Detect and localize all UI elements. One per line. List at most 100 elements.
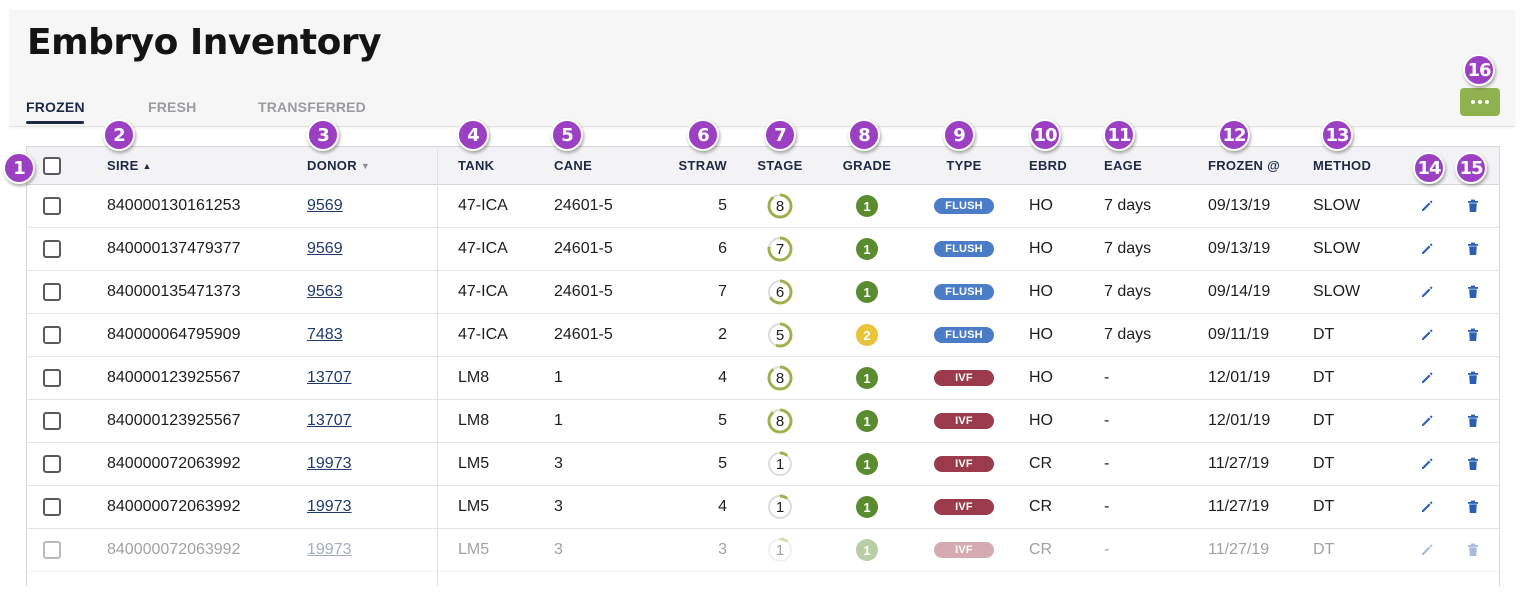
callout-marker: 4 — [457, 119, 489, 151]
delete-button[interactable] — [1467, 185, 1479, 227]
row-checkbox[interactable] — [43, 455, 61, 473]
select-all-checkbox[interactable] — [43, 156, 61, 175]
edit-button[interactable] — [1420, 400, 1434, 442]
stage-value: 7 — [775, 240, 785, 258]
column-header-eage[interactable]: EAGE — [1104, 158, 1143, 173]
cane-cell: 3 — [554, 541, 563, 558]
column-header-tank[interactable]: TANK — [458, 158, 495, 173]
tab-transferred[interactable]: TRANSFERRED — [258, 99, 366, 115]
table-row[interactable]: 840000135471373 9563 47-ICA 24601-5 7 6 1 FLUSH… — [27, 271, 1499, 314]
row-checkbox[interactable] — [43, 412, 61, 430]
delete-button[interactable] — [1467, 529, 1479, 571]
donor-link[interactable]: 13707 — [307, 412, 352, 429]
pencil-icon — [1422, 243, 1433, 254]
type-badge: IVF — [934, 499, 994, 515]
row-checkbox[interactable] — [43, 541, 61, 559]
stage-ring: 1 — [767, 451, 793, 477]
type-badge: FLUSH — [934, 241, 994, 257]
trash-icon — [1468, 371, 1478, 384]
type-badge: IVF — [934, 413, 994, 429]
edit-button[interactable] — [1420, 228, 1434, 270]
row-checkbox[interactable] — [43, 498, 61, 516]
grade-cell: 1 — [832, 271, 902, 313]
column-header-stage[interactable]: STAGE — [757, 158, 803, 173]
trash-icon — [1468, 199, 1478, 212]
column-header-donor[interactable]: DONOR ▼ — [307, 158, 371, 173]
delete-button[interactable] — [1467, 271, 1479, 313]
edit-button[interactable] — [1420, 271, 1434, 313]
type-cell: FLUSH — [934, 228, 994, 270]
edit-button[interactable] — [1420, 529, 1434, 571]
table-row[interactable]: 840000123925567 13707 LM8 1 4 8 1 IVF HO - 12/01/1… — [27, 357, 1499, 400]
column-header-frozen[interactable]: FROZEN @ — [1208, 158, 1281, 173]
table-row[interactable]: 840000072063992 19973 LM5 3 5 1 1 IVF CR - 11/27/1… — [27, 443, 1499, 486]
delete-button[interactable] — [1467, 486, 1479, 528]
edit-button[interactable] — [1420, 443, 1434, 485]
stage-cell: 7 — [750, 228, 810, 270]
stage-progress-ring — [767, 451, 793, 477]
tab-fresh[interactable]: FRESH — [148, 99, 197, 115]
donor-link[interactable]: 7483 — [307, 326, 343, 343]
edit-button[interactable] — [1420, 185, 1434, 227]
column-header-grade[interactable]: GRADE — [842, 158, 892, 173]
delete-button[interactable] — [1467, 314, 1479, 356]
row-checkbox[interactable] — [43, 283, 61, 301]
donor-link[interactable]: 13707 — [307, 369, 352, 386]
method-cell: DT — [1313, 455, 1335, 472]
donor-link[interactable]: 19973 — [307, 455, 352, 472]
type-cell: IVF — [934, 443, 994, 485]
delete-button[interactable] — [1467, 443, 1479, 485]
table-row[interactable]: 840000130161253 9569 47-ICA 24601-5 5 8 1 FLUSH… — [27, 185, 1499, 228]
table-row[interactable]: 840000072063992 19973 LM5 3 3 1 1 IVF CR - 11/27/1… — [27, 529, 1499, 572]
callout-marker: 13 — [1321, 119, 1353, 151]
tank-cell: LM5 — [458, 541, 490, 558]
delete-button[interactable] — [1467, 228, 1479, 270]
table-row[interactable]: 840000064795909 7483 47-ICA 24601-5 2 5 2 FLUSH… — [27, 314, 1499, 357]
embryo-table: SIRE ▲ DONOR ▼ TANK CANE STRAW STAGE GRADE… — [26, 146, 1500, 586]
row-checkbox[interactable] — [43, 240, 61, 258]
pencil-icon — [1422, 501, 1433, 512]
stage-cell: 1 — [750, 529, 810, 571]
column-header-sire[interactable]: SIRE ▲ — [107, 158, 152, 173]
table-row[interactable]: 840000137479377 9569 47-ICA 24601-5 6 7 1 FLUSH… — [27, 228, 1499, 271]
donor-link[interactable]: 19973 — [307, 541, 352, 558]
row-checkbox[interactable] — [43, 369, 61, 387]
more-options-button[interactable] — [1460, 88, 1500, 116]
grade-cell: 1 — [832, 486, 902, 528]
donor-link[interactable]: 9569 — [307, 240, 343, 257]
ebrd-cell: HO — [1029, 197, 1053, 214]
edit-button[interactable] — [1420, 357, 1434, 399]
donor-link[interactable]: 9563 — [307, 283, 343, 300]
stage-cell: 5 — [750, 314, 810, 356]
callout-marker: 6 — [687, 119, 719, 151]
column-header-ebrd[interactable]: EBRD — [1029, 158, 1068, 173]
tank-cell: 47-ICA — [458, 240, 508, 257]
column-header-method[interactable]: METHOD — [1313, 158, 1372, 173]
table-row[interactable]: 840000072063992 19973 LM5 3 4 1 1 IVF CR - 11/27/1… — [27, 486, 1499, 529]
donor-link[interactable]: 19973 — [307, 498, 352, 515]
edit-button[interactable] — [1420, 486, 1434, 528]
stage-progress-ring — [767, 322, 793, 348]
stage-progress-ring — [767, 279, 793, 305]
row-checkbox[interactable] — [43, 326, 61, 344]
column-header-cane[interactable]: CANE — [554, 158, 593, 173]
column-header-straw[interactable]: STRAW — [678, 158, 727, 173]
straw-cell: 7 — [718, 283, 727, 300]
grade-badge: 2 — [856, 324, 878, 346]
delete-button[interactable] — [1467, 400, 1479, 442]
column-header-type[interactable]: TYPE — [946, 158, 982, 173]
type-badge: FLUSH — [934, 327, 994, 343]
straw-cell: 5 — [718, 412, 727, 429]
column-divider — [437, 147, 438, 586]
table-row[interactable]: 840000123925567 13707 LM8 1 5 8 1 IVF HO -12/01/1… — [27, 400, 1499, 443]
sire-cell: 840000072063992 — [107, 541, 241, 558]
donor-link[interactable]: 9569 — [307, 197, 343, 214]
delete-button[interactable] — [1467, 357, 1479, 399]
tab-frozen[interactable]: FROZEN — [26, 99, 85, 115]
frozen-date-cell: 09/14/19 — [1208, 283, 1271, 300]
row-checkbox[interactable] — [43, 197, 61, 215]
eage-cell: 7 days — [1104, 326, 1152, 343]
edit-button[interactable] — [1420, 314, 1434, 356]
callout-marker: 1 — [3, 152, 35, 184]
ebrd-cell: HO — [1029, 283, 1053, 300]
